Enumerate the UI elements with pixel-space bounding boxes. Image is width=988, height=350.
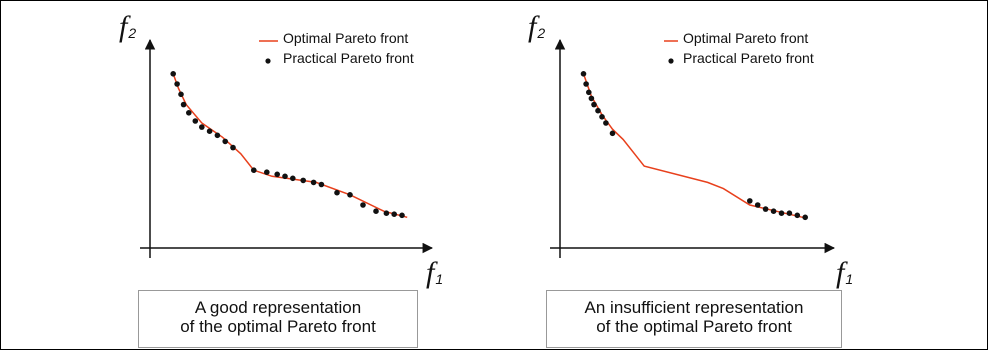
legend-point-label: Practical Pareto front	[683, 50, 814, 66]
practical-pareto-point	[199, 124, 205, 130]
practical-pareto-point	[251, 167, 257, 173]
practical-pareto-point	[274, 171, 281, 178]
y-axis-label: f2	[528, 10, 545, 43]
practical-pareto-point	[583, 81, 589, 87]
practical-pareto-point	[170, 71, 176, 77]
practical-pareto-point	[264, 169, 270, 175]
practical-pareto-point	[591, 101, 597, 108]
practical-pareto-point	[334, 189, 340, 196]
practical-pareto-point	[580, 71, 587, 77]
practical-pareto-point	[180, 101, 187, 108]
practical-pareto-point	[373, 208, 379, 214]
practical-pareto-point	[603, 120, 609, 126]
practical-pareto-point	[586, 89, 592, 96]
practical-pareto-point	[754, 202, 761, 208]
x-axis-label: f1	[426, 256, 443, 289]
legend: Optimal Pareto front Practical Pareto fr…	[664, 30, 814, 66]
caption-line-2: of the optimal Pareto front	[180, 317, 376, 336]
practical-pareto-point	[786, 210, 793, 216]
chart-insufficient-representation: f2 f1 Optimal Pareto front Practical Par…	[528, 10, 853, 289]
legend-line-label: Optimal Pareto front	[683, 30, 808, 46]
caption-insufficient: An insufficient representation of the op…	[546, 290, 842, 348]
practical-pareto-point	[399, 212, 405, 219]
caption-line-1: An insufficient representation	[584, 298, 804, 317]
practical-pareto-point	[290, 175, 296, 182]
practical-pareto-point	[762, 206, 769, 212]
legend: Optimal Pareto front Practical Pareto fr…	[259, 30, 414, 66]
practical-pareto-point	[192, 118, 199, 124]
practical-pareto-point	[214, 132, 221, 139]
practical-pareto-point	[178, 91, 184, 98]
plot-area	[580, 71, 808, 221]
practical-pareto-point	[282, 173, 288, 180]
legend-point-swatch	[265, 58, 271, 64]
practical-pareto-point	[609, 130, 616, 137]
optimal-pareto-front-line	[582, 73, 803, 219]
optimal-pareto-front-line	[172, 73, 408, 219]
practical-pareto-point	[206, 128, 213, 134]
practical-pareto-point	[310, 179, 317, 186]
practical-pareto-point	[391, 211, 398, 217]
practical-pareto-point	[318, 181, 325, 188]
caption-line-1: A good representation	[194, 298, 362, 317]
legend-point-swatch	[668, 58, 674, 64]
practical-pareto-point	[300, 177, 307, 184]
plot-area	[170, 71, 408, 219]
chart-good-representation: f2 f1 Optimal Pareto front Practical Par…	[119, 10, 443, 289]
practical-pareto-point	[595, 107, 601, 114]
caption-line-2: of the optimal Pareto front	[596, 317, 792, 336]
practical-pareto-point	[347, 192, 353, 198]
legend-point-label: Practical Pareto front	[283, 50, 414, 66]
practical-pareto-point	[174, 81, 180, 87]
practical-pareto-point	[230, 144, 236, 151]
legend-line-label: Optimal Pareto front	[283, 30, 408, 46]
y-axis-label: f2	[119, 10, 136, 43]
practical-pareto-point	[222, 138, 228, 145]
practical-pareto-point	[360, 202, 366, 208]
practical-pareto-point	[770, 208, 777, 214]
practical-pareto-point	[794, 212, 801, 219]
practical-pareto-point	[186, 110, 192, 116]
practical-pareto-point	[802, 214, 808, 221]
caption-good: A good representation of the optimal Par…	[138, 290, 418, 348]
practical-pareto-point	[747, 198, 753, 204]
x-axis-label: f1	[836, 256, 853, 289]
practical-pareto-point	[778, 210, 785, 216]
practical-pareto-point	[588, 95, 595, 102]
practical-pareto-point	[383, 210, 390, 216]
practical-pareto-point	[599, 114, 605, 120]
